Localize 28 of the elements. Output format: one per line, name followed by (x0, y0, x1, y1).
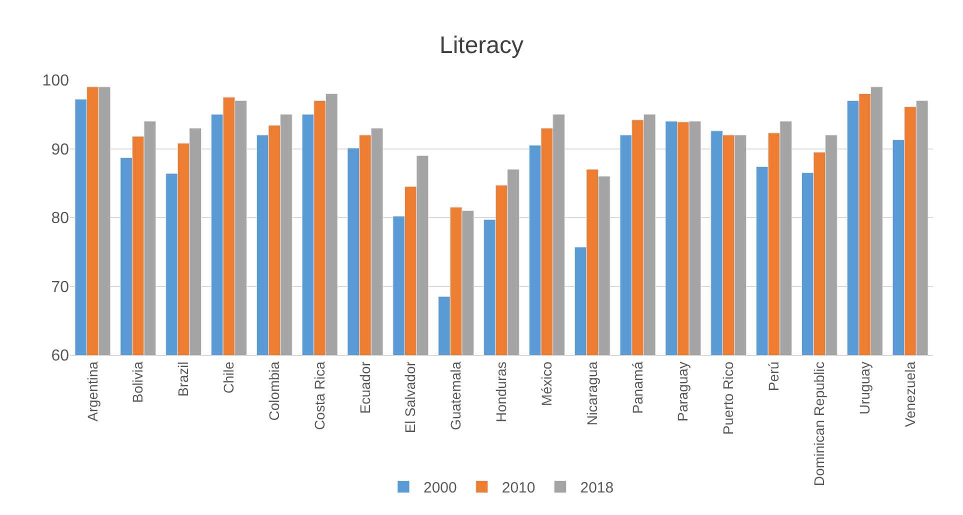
x-tick-label: Perú (766, 362, 782, 392)
legend-label: 2000 (424, 480, 457, 497)
x-tick-label: Honduras (493, 362, 510, 422)
x-tick-label: México (538, 361, 554, 406)
x-tick-label: Chile (220, 361, 237, 394)
x-tick-label: El Salvador (402, 361, 418, 434)
legend-label: 2010 (502, 480, 536, 497)
x-tick-label: Guatemala (448, 361, 464, 430)
x-tick-label: Bolivia (130, 361, 146, 403)
x-tick-label: Costa Rica (311, 361, 328, 430)
legend-label: 2018 (580, 480, 614, 497)
x-tick-label: Puerto Rico (720, 361, 736, 435)
x-tick-label: Dominican Republic (811, 362, 827, 486)
y-tick-label: 90 (51, 141, 70, 158)
y-tick-label: 80 (51, 210, 70, 228)
x-tick-label: Paraguay (674, 362, 691, 422)
y-tick-label: 60 (51, 348, 70, 365)
x-tick-label: Colombia (266, 361, 282, 421)
chart-title: Literacy (439, 32, 524, 59)
x-tick-label: Venezuela (902, 361, 918, 428)
x-tick-label: Uruguay (856, 362, 872, 415)
x-tick-label: Ecuador (356, 361, 373, 414)
x-tick-label: Panamá (629, 361, 646, 414)
x-tick-label: Argentina (84, 361, 100, 422)
x-tick-label: Nicaragua (584, 361, 600, 426)
y-tick-label: 70 (51, 278, 70, 296)
x-tick-label: Brazil (175, 362, 192, 397)
y-tick-label: 100 (42, 72, 70, 90)
